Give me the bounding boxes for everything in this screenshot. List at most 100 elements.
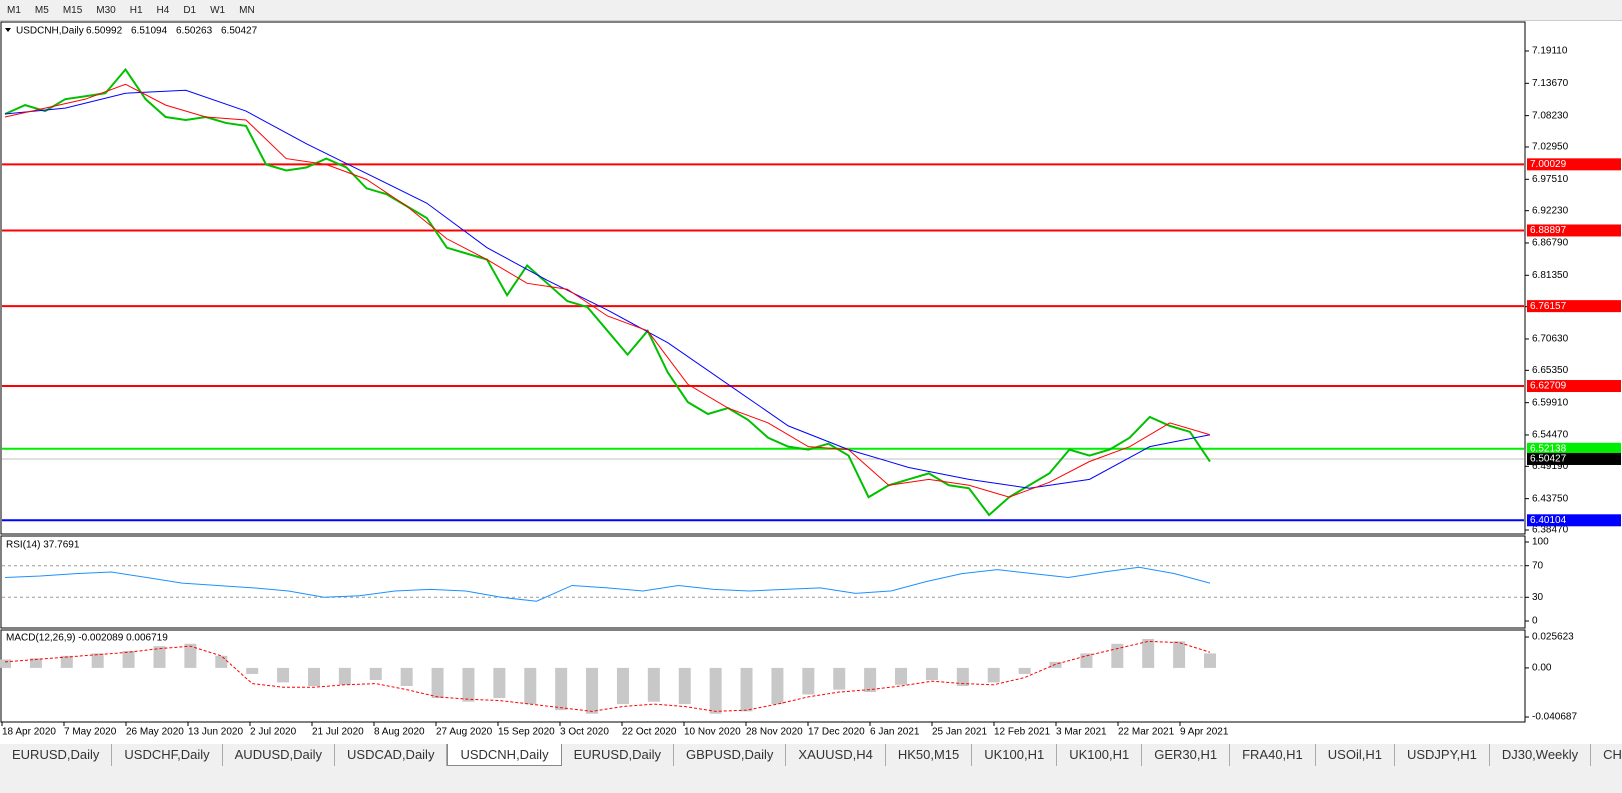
macd-bar — [1018, 667, 1031, 674]
rsi-tick-label: 70 — [1532, 560, 1544, 571]
tab[interactable]: GER30,H1 — [1142, 744, 1231, 766]
level-label: 6.40104 — [1530, 515, 1567, 526]
rsi-line — [4, 566, 1211, 602]
macd-bar — [647, 667, 660, 702]
level-label: 6.62709 — [1530, 381, 1567, 392]
macd-bar — [91, 653, 104, 668]
timeframe-button[interactable]: MN — [239, 4, 255, 16]
tab[interactable]: DJ30,Weekly — [1490, 744, 1592, 766]
macd-bar — [60, 655, 73, 668]
date-label: 15 Sep 2020 — [498, 727, 555, 738]
date-label: 3 Oct 2020 — [560, 727, 609, 738]
rsi-tick-label: 100 — [1532, 537, 1549, 548]
rsi-tick-label: 0 — [1532, 616, 1538, 627]
price-tick-label: 6.97510 — [1532, 174, 1569, 185]
tab[interactable]: USDCHF,Daily — [112, 744, 223, 766]
macd-bar — [555, 667, 568, 711]
macd-panel — [0, 629, 1526, 723]
price-tick-label: 6.70630 — [1532, 334, 1569, 345]
tab[interactable]: USDCAD,Daily — [335, 744, 448, 766]
price-tick-label: 6.81350 — [1532, 270, 1569, 281]
level-label-bg — [1527, 514, 1621, 527]
tab[interactable]: XAUUSD,H4 — [786, 744, 886, 766]
price-tick-label: 6.92230 — [1532, 205, 1569, 216]
macd-bar — [215, 655, 228, 668]
tab[interactable]: GBPUSD,Daily — [674, 744, 787, 766]
macd-tick-label: 0.00 — [1532, 663, 1552, 674]
date-label: 12 Feb 2021 — [994, 727, 1051, 738]
macd-bar — [122, 651, 135, 668]
timeframe-button[interactable]: M30 — [96, 4, 116, 16]
tab[interactable]: FRA40,H1 — [1230, 744, 1316, 766]
chart-window: USDCNH,Daily RSI(14) 37.7691 MACD(12,26,… — [0, 21, 1622, 744]
timeframe-button[interactable]: H4 — [156, 4, 170, 16]
macd-bar — [895, 667, 908, 685]
macd-bar — [956, 667, 969, 687]
price-tick-label: 7.13670 — [1532, 78, 1569, 89]
macd-tick-label: 0.025623 — [1532, 632, 1574, 643]
tab[interactable]: HK50,M15 — [886, 744, 973, 766]
level-label-bg — [1527, 224, 1621, 237]
main-panel — [0, 21, 1526, 535]
timeframe-button[interactable]: M1 — [7, 4, 21, 16]
tab-bar: EURUSD,Daily USDCHF,Daily AUDUSD,Daily USDC… — [0, 744, 1622, 766]
price-tick-label: 6.38470 — [1532, 525, 1569, 536]
timeframe-button[interactable]: H1 — [129, 4, 143, 16]
date-label: 17 Dec 2020 — [808, 727, 865, 738]
level-label: 6.76157 — [1530, 301, 1567, 312]
moving-average — [4, 89, 1211, 489]
current-price-label: 6.50427 — [1530, 454, 1567, 465]
macd-bar — [400, 667, 413, 687]
macd-bar — [1142, 638, 1155, 668]
ohlc-value: 6.50992 — [86, 26, 123, 37]
toolbar: M1 M5 M15 M30 H1 H4 D1 W1 MN — [0, 0, 1622, 21]
price-tick-label: 6.59910 — [1532, 397, 1569, 408]
tab[interactable]: USDJPY,H1 — [1395, 744, 1490, 766]
background — [0, 21, 1622, 744]
timeframe-button[interactable]: W1 — [210, 4, 226, 16]
level-label-bg — [1527, 442, 1621, 455]
date-label: 6 Jan 2021 — [870, 727, 920, 738]
macd-bar — [462, 667, 475, 702]
macd-bar — [771, 667, 784, 705]
timeframe-button[interactable]: M15 — [62, 4, 83, 16]
macd-bar — [586, 667, 599, 714]
date-label: 18 Apr 2020 — [2, 727, 56, 738]
date-label: 21 Jul 2020 — [312, 727, 364, 738]
macd-signal — [4, 640, 1211, 712]
tab[interactable]: USDCNH,Daily — [447, 744, 562, 766]
macd-bar — [1204, 653, 1216, 668]
macd-bar — [493, 667, 506, 699]
menu-arrow — [5, 28, 11, 32]
date-label: 25 Jan 2021 — [932, 727, 987, 738]
date-label: 26 May 2020 — [126, 727, 184, 738]
level-label-bg — [1527, 380, 1621, 393]
tab[interactable]: CHINA300,H1 — [1591, 744, 1622, 766]
tab[interactable]: UK100,H1 — [972, 744, 1058, 766]
timeframe-button[interactable]: D1 — [183, 4, 197, 16]
level-label: 7.00029 — [1530, 159, 1567, 170]
level-label: 6.52138 — [1530, 443, 1567, 454]
moving-average — [4, 83, 1211, 498]
ohlc-value: 6.50427 — [221, 26, 258, 37]
macd-tick-label: -0.040687 — [1532, 712, 1577, 723]
macd-bar — [678, 667, 691, 705]
date-label: 10 Nov 2020 — [684, 727, 741, 738]
tab[interactable]: AUDUSD,Daily — [223, 744, 336, 766]
tab[interactable]: UK100,H1 — [1057, 744, 1143, 766]
date-label: 2 Jul 2020 — [250, 727, 297, 738]
tab[interactable]: USOil,H1 — [1316, 744, 1395, 766]
date-label: 13 Jun 2020 — [188, 727, 243, 738]
current-price-bg — [1527, 452, 1621, 465]
timeframe-button[interactable]: M5 — [34, 4, 49, 16]
macd-bar — [616, 667, 629, 705]
tab[interactable]: EURUSD,Daily — [0, 744, 113, 766]
price-tick-label: 6.49190 — [1532, 461, 1569, 472]
macd-bar — [29, 658, 42, 668]
macd-bar — [369, 667, 382, 680]
date-label: 22 Oct 2020 — [622, 727, 677, 738]
macd-bar — [1049, 661, 1062, 668]
rsi-panel — [0, 535, 1526, 629]
tab[interactable]: EURUSD,Daily — [562, 744, 674, 766]
